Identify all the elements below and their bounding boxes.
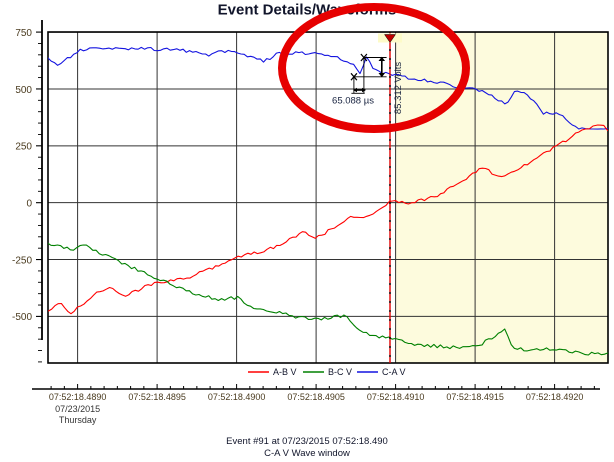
svg-text:B-C V: B-C V bbox=[328, 367, 352, 377]
svg-text:07:52:18.4895: 07:52:18.4895 bbox=[128, 392, 186, 402]
svg-text:07:52:18.4915: 07:52:18.4915 bbox=[446, 392, 504, 402]
svg-text:0: 0 bbox=[26, 199, 32, 210]
svg-text:07:52:18.4920: 07:52:18.4920 bbox=[526, 392, 584, 402]
svg-text:Event #91 at 07/23/2015 07:52: Event #91 at 07/23/2015 07:52:18.490 bbox=[226, 436, 388, 447]
svg-text:65.088 µs: 65.088 µs bbox=[332, 96, 374, 107]
svg-text:-250: -250 bbox=[12, 255, 32, 266]
svg-text:07:52:18.4910: 07:52:18.4910 bbox=[367, 392, 425, 402]
svg-text:C-A V: C-A V bbox=[382, 367, 406, 377]
svg-text:85.312 Volts: 85.312 Volts bbox=[393, 62, 404, 115]
svg-text:-500: -500 bbox=[12, 312, 32, 323]
svg-text:07:52:18.4900: 07:52:18.4900 bbox=[208, 392, 266, 402]
svg-text:A-B V: A-B V bbox=[273, 367, 297, 377]
svg-text:500: 500 bbox=[15, 85, 32, 96]
svg-text:07/23/2015: 07/23/2015 bbox=[55, 404, 100, 414]
svg-text:Thursday: Thursday bbox=[59, 415, 97, 425]
svg-text:07:52:18.4890: 07:52:18.4890 bbox=[49, 392, 107, 402]
svg-text:250: 250 bbox=[15, 142, 32, 153]
svg-text:750: 750 bbox=[15, 28, 32, 39]
svg-text:07:52:18.4905: 07:52:18.4905 bbox=[287, 392, 345, 402]
svg-text:C-A V Wave window: C-A V Wave window bbox=[264, 448, 350, 459]
